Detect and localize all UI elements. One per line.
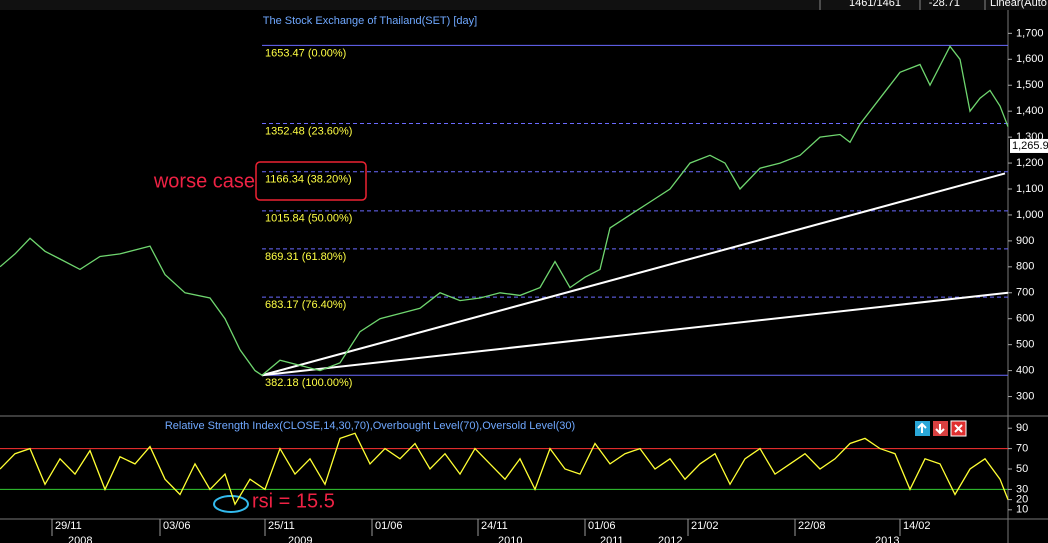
close-icon [954,424,963,433]
fib-label: 683.17 (76.40%) [265,299,346,311]
highlight-ellipse [213,495,249,513]
top-bar [0,0,1048,10]
fib-label: 382.18 (100.00%) [265,377,352,389]
y-tick-label: 800 [1016,261,1034,273]
y-tick-label: 500 [1016,339,1034,351]
y-tick-label: 1,600 [1016,53,1044,65]
change: -28.71 [929,0,960,9]
y-tick-label: 300 [1016,390,1034,402]
rsi-title: Relative Strength Index(CLOSE,14,30,70),… [165,420,575,432]
fib-label: 1352.48 (23.60%) [265,125,352,137]
y-tick-label: 900 [1016,235,1034,247]
year-label: 2008 [68,535,92,543]
y-tick-label: 1,400 [1016,105,1044,117]
data-line [0,432,1009,506]
year-label: 2013 [875,535,899,543]
y-tick-label: 1,100 [1016,183,1044,195]
bar-count: 1461/1461 [849,0,901,9]
x-tick-label: 01/06 [375,520,403,532]
year-label: 2012 [658,535,682,543]
y-tick-label: 600 [1016,313,1034,325]
year-label: 2010 [498,535,522,543]
y-tick-label: 30 [1016,483,1028,495]
fib-label: 869.31 (61.80%) [265,251,346,263]
y-tick-label: 1,000 [1016,209,1044,221]
x-tick-label: 29/11 [55,520,82,532]
fib-label: 1015.84 (50.00%) [265,213,352,225]
x-tick-label: 21/02 [691,520,719,532]
last-value-label: 1,265.9 [1012,140,1048,152]
y-tick-label: 1,200 [1016,157,1044,169]
annotation: rsi = 15.5 [252,490,335,512]
y-tick-label: 700 [1016,287,1034,299]
highlight-box [255,161,367,201]
trendline [261,291,1009,377]
last-value-box [1010,138,1048,153]
x-tick-label: 01/06 [588,520,616,532]
data-line [0,45,1009,377]
annotation: worse case [153,170,255,192]
scale-mode[interactable]: Linear(Auto [990,0,1047,9]
y-tick-label: 1,700 [1016,27,1044,39]
fib-label: 1653.47 (0.00%) [265,47,346,59]
x-tick-label: 25/11 [268,520,295,532]
y-tick-label: 20 [1016,494,1028,506]
x-tick-label: 03/06 [163,520,191,532]
y-tick-label: 50 [1016,463,1028,475]
year-label: 2009 [288,535,312,543]
up-icon [917,422,927,433]
y-tick-label: 1,500 [1016,79,1044,91]
x-tick-label: 22/08 [798,520,826,532]
trendline [261,172,1006,377]
year-label: 2011 [600,535,624,543]
y-tick-label: 400 [1016,365,1034,377]
panel-buttons [915,420,967,437]
x-tick-label: 24/11 [481,520,508,532]
y-tick-label: 90 [1016,422,1028,434]
y-tick-label: 70 [1016,443,1028,455]
price-title: The Stock Exchange of Thailand(SET) [day… [263,15,477,27]
fib-label: 1166.34 (38.20%) [265,174,352,186]
x-tick-label: 14/02 [903,520,931,532]
down-icon [935,424,945,435]
y-tick-label: 10 [1016,504,1028,516]
